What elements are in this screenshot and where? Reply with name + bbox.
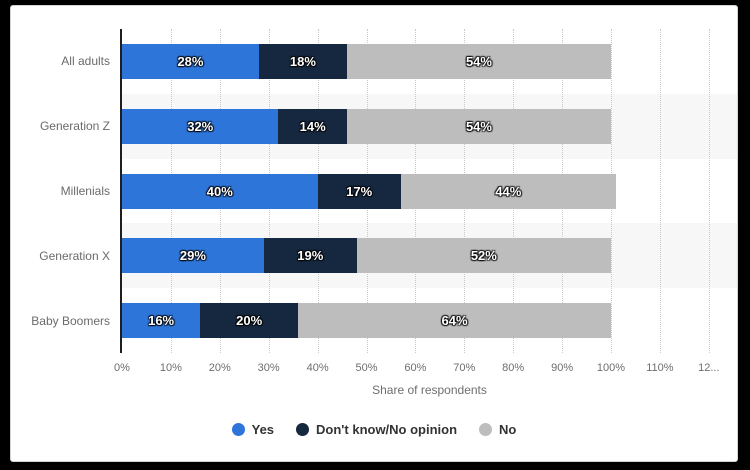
bar-value-label: 14% [299, 118, 326, 134]
category-label: Millenials [60, 184, 110, 198]
legend-item-don-t-know-no-opinion[interactable]: Don't know/No opinion [296, 422, 457, 437]
bar-value-label: 52% [470, 248, 497, 264]
category-label: All adults [61, 54, 110, 69]
x-tick-label: 0% [114, 362, 130, 374]
x-tick-label: 10% [159, 362, 182, 374]
bar-value-label: 19% [297, 248, 324, 264]
x-tick-label: 20% [208, 362, 231, 374]
bar-segment-no[interactable]: 64% [298, 303, 611, 339]
bar-value-label: 17% [346, 183, 373, 199]
category-label: Generation Z [39, 119, 110, 134]
category-label: Baby Boomers [31, 313, 110, 328]
legend: Yes Don't know/No opinion No [11, 419, 737, 439]
bar-segment-yes[interactable]: 16% [122, 303, 201, 339]
bar-segment-no[interactable]: 44% [400, 173, 616, 209]
gridline [659, 29, 661, 353]
bar-segment-no[interactable]: 54% [346, 108, 611, 144]
legend-item-yes[interactable]: Yes [231, 421, 275, 437]
bar-segment-don-t-know-no-opinion[interactable]: 17% [317, 173, 401, 209]
bar-segment-yes[interactable]: 29% [122, 238, 264, 274]
bar-value-label: 18% [289, 53, 316, 69]
legend-label: Don't know/No opinion [316, 421, 458, 437]
bar-value-label: 29% [179, 248, 206, 264]
bar-segment-no[interactable]: 52% [356, 238, 611, 274]
bar-value-label: 54% [465, 53, 492, 69]
bar-value-label: 44% [495, 183, 522, 199]
x-tick-label: 30% [257, 362, 280, 374]
bar-segment-no[interactable]: 54% [346, 43, 611, 79]
y-axis-line [120, 29, 122, 353]
x-tick-label: 40% [306, 362, 329, 374]
gridline [708, 29, 710, 353]
bar-value-label: 32% [187, 118, 214, 134]
x-tick-label: 90% [551, 362, 574, 374]
legend-marker-yes [231, 422, 245, 436]
x-tick-label: 80% [502, 362, 525, 374]
bar-value-label: 20% [236, 313, 263, 329]
x-tick-label: 100% [596, 362, 626, 374]
plot-area: All adults 28% 18% 54% Generation Z 32% 14% 54%… [11, 6, 737, 461]
legend-label: No [499, 421, 517, 437]
bar-segment-yes[interactable]: 40% [122, 173, 318, 209]
legend-item-no[interactable]: No [479, 422, 516, 437]
bar-segment-don-t-know-no-opinion[interactable]: 14% [278, 108, 347, 144]
bar-segment-yes[interactable]: 28% [122, 43, 259, 79]
bar-segment-don-t-know-no-opinion[interactable]: 20% [200, 303, 299, 339]
x-axis-title: Share of respondents [372, 383, 487, 397]
bar-value-label: 54% [465, 118, 492, 134]
x-tick-label: 50% [355, 362, 378, 374]
bar-value-label: 64% [441, 313, 468, 329]
x-tick-label: 70% [453, 362, 476, 374]
x-tick-label: 60% [404, 362, 427, 374]
chart-card: All adults 28% 18% 54% Generation Z 32% 14% 54%… [10, 5, 738, 462]
bar-value-label: 40% [206, 183, 233, 199]
category-label: Generation X [39, 248, 110, 263]
bar-value-label: 28% [177, 53, 204, 69]
x-tick-label: 110% [646, 362, 674, 374]
bar-segment-don-t-know-no-opinion[interactable]: 18% [258, 43, 347, 79]
x-tick-label: 12... [698, 362, 720, 374]
bar-segment-don-t-know-no-opinion[interactable]: 19% [263, 238, 357, 274]
bar-value-label: 16% [148, 313, 175, 329]
legend-label: Yes [251, 421, 275, 437]
bar-segment-yes[interactable]: 32% [122, 108, 279, 144]
legend-marker-don-t-know-no-opinion [296, 422, 310, 436]
legend-marker-no [479, 422, 493, 436]
